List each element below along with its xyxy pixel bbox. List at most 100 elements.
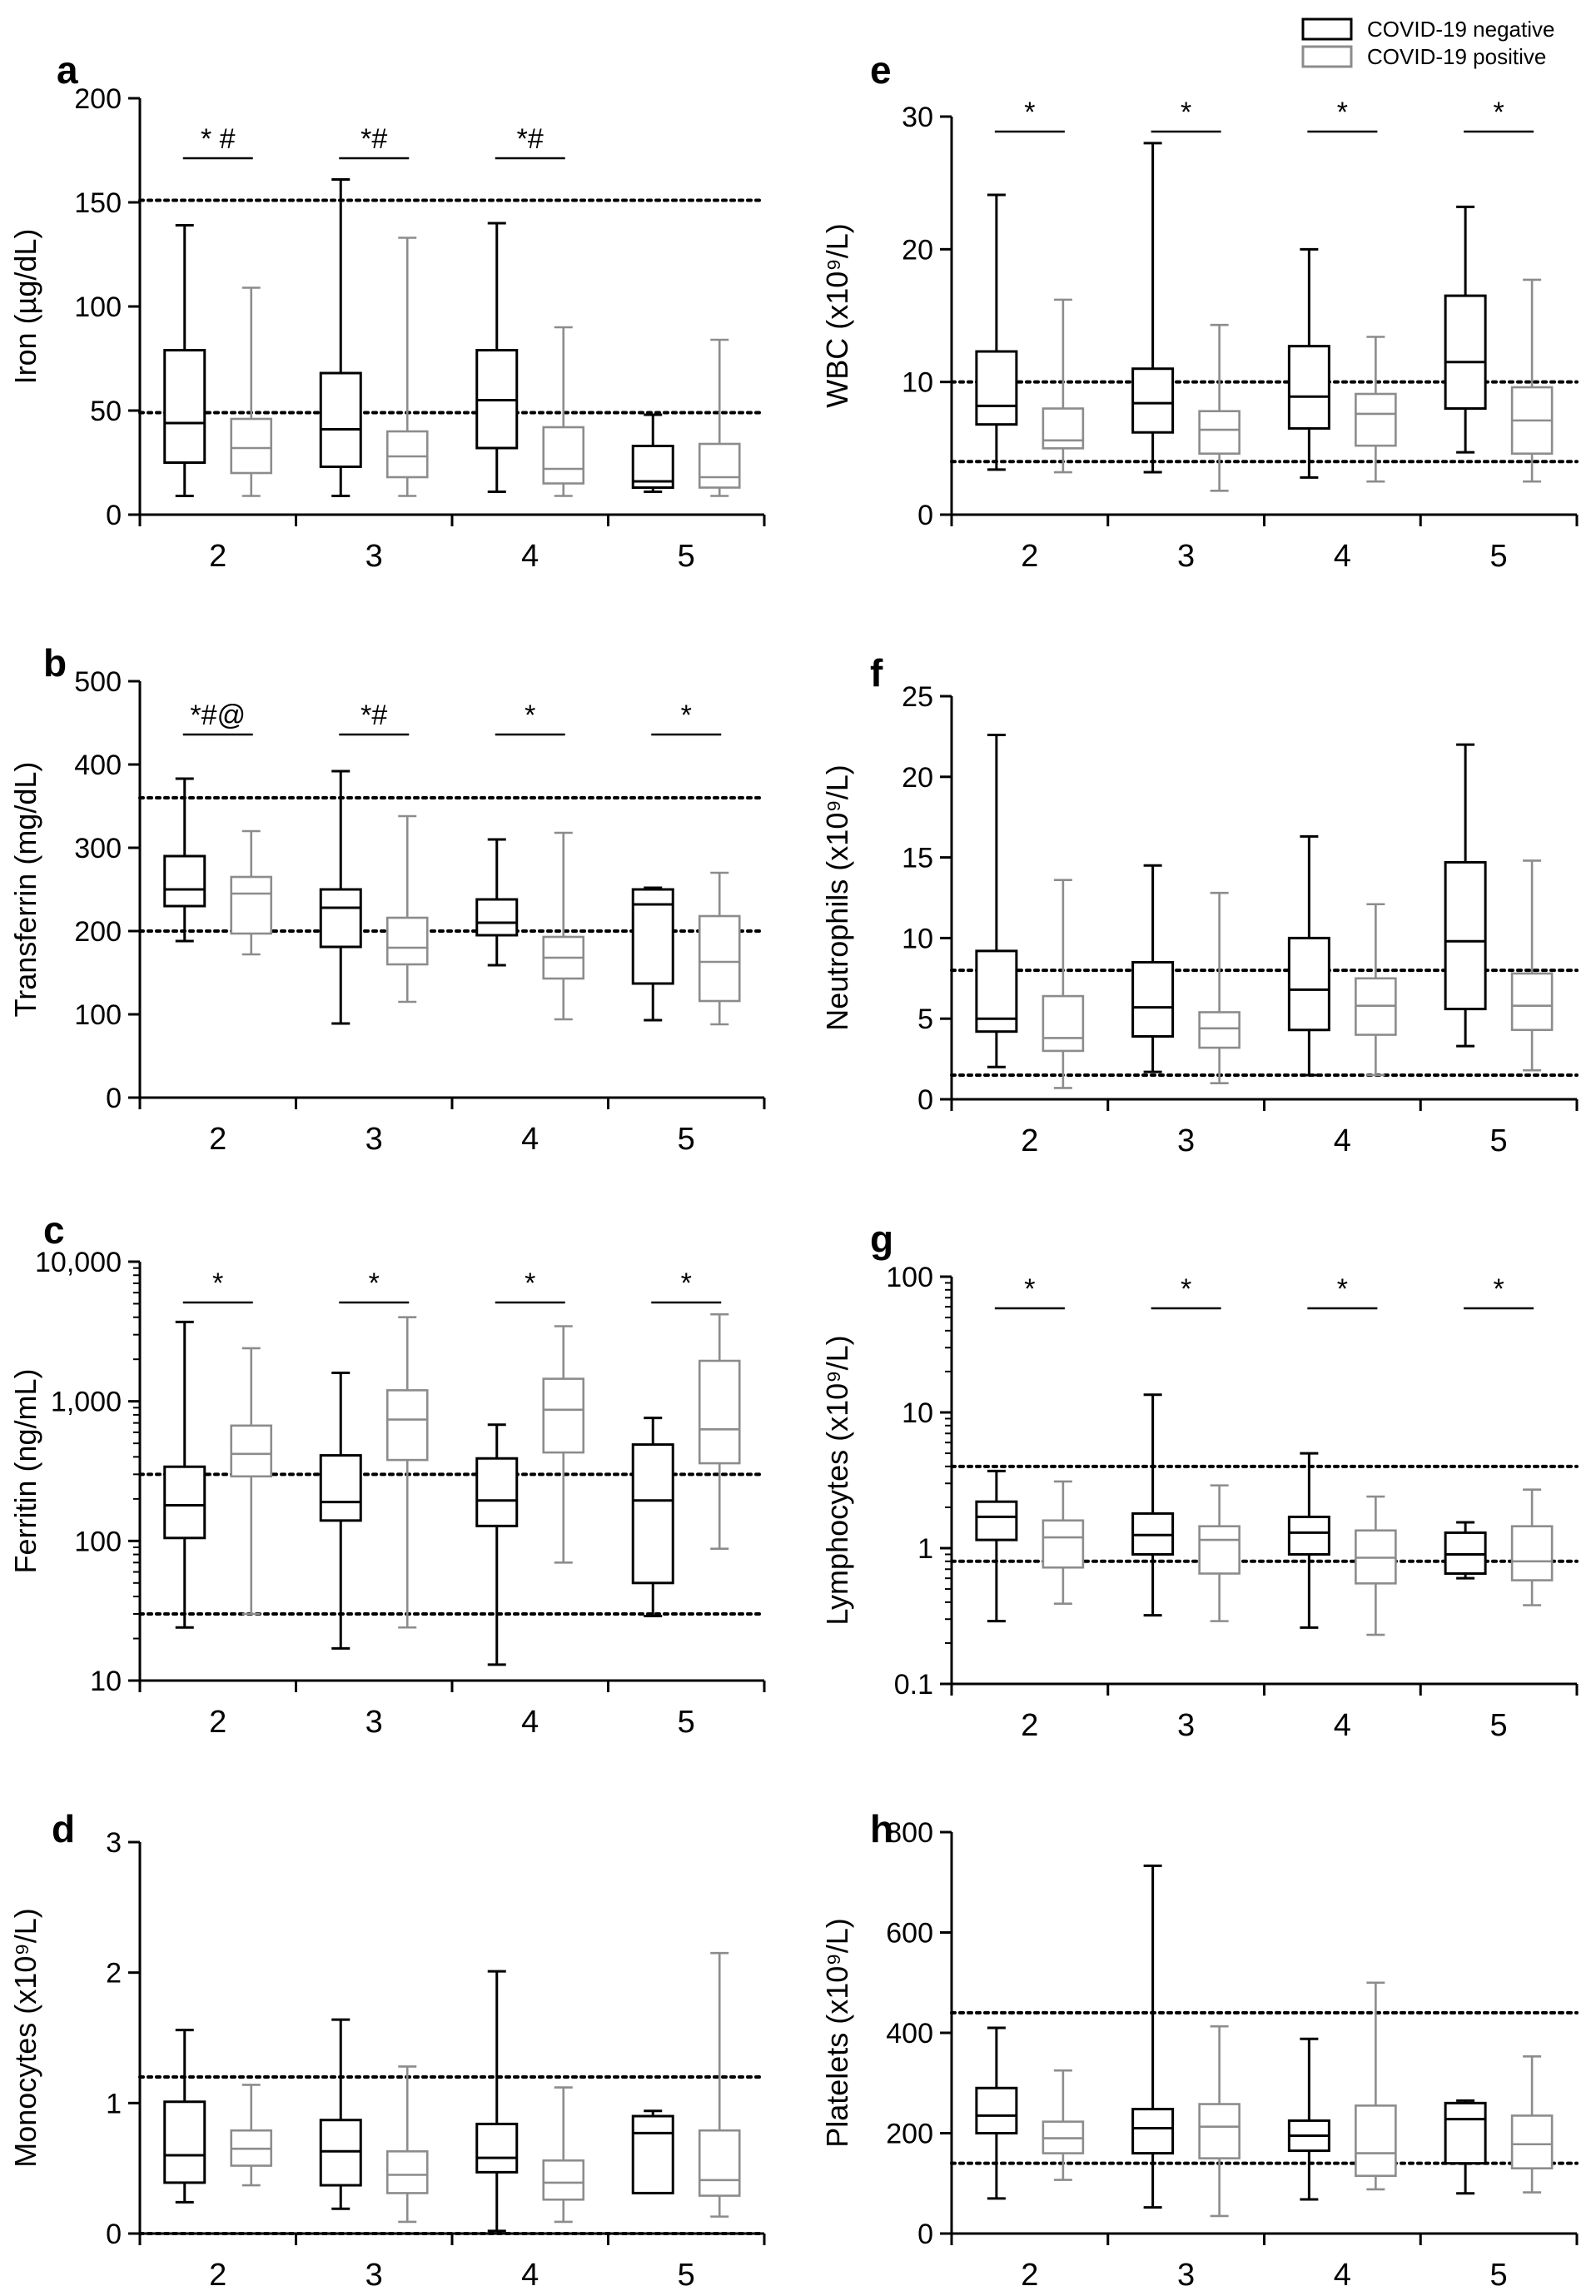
y-axis-label: Ferritin (ng/mL) (8, 1368, 42, 1573)
y-tick-label: 0 (917, 500, 933, 531)
box-positive-3 (1200, 2026, 1240, 2216)
box-iqr (231, 1426, 271, 1477)
box-iqr (1133, 369, 1173, 432)
box-positive-5 (1512, 860, 1552, 1070)
panel-letter: f (870, 651, 883, 695)
x-category-label: 5 (678, 1122, 695, 1157)
y-axis-label: Neutrophils (x10⁹/L) (820, 765, 854, 1031)
box-negative-3 (1133, 143, 1173, 472)
x-category-label: 2 (209, 2258, 226, 2293)
box-iqr (387, 1390, 427, 1460)
box-iqr (1289, 938, 1329, 1029)
box-negative-3 (1133, 1395, 1173, 1616)
box-iqr (633, 1445, 673, 1583)
significance-label: *# (517, 123, 544, 155)
y-tick-label: 1 (917, 1533, 933, 1565)
significance-label: * (681, 700, 692, 731)
box-negative-2 (977, 1471, 1017, 1621)
panel-letter: g (870, 1218, 893, 1261)
legend-label-positive: COVID-19 positive (1367, 44, 1546, 69)
significance-label: * (1337, 1273, 1348, 1305)
box-iqr (544, 2160, 584, 2199)
x-category-label: 5 (1490, 539, 1508, 574)
box-iqr (699, 916, 739, 1001)
x-category-label: 4 (1334, 539, 1351, 574)
box-positive-3 (1200, 893, 1240, 1083)
panel-g: g Lymphocytes (x10⁹/L) 0.1 1 10 100 2 3 4 5 * * * * (820, 1218, 1577, 1743)
y-tick-label: 800 (886, 1817, 933, 1849)
y-axis-label: Lymphocytes (x10⁹/L) (820, 1335, 854, 1625)
box-iqr (1200, 2104, 1240, 2159)
y-tick-label: 400 (74, 750, 122, 781)
box-positive-2 (231, 2084, 271, 2185)
box-negative-4 (477, 1425, 517, 1665)
legend: COVID-19 negative COVID-19 positive (1303, 17, 1554, 69)
y-tick-label: 200 (74, 83, 122, 115)
x-category-label: 3 (1177, 1123, 1195, 1158)
box-iqr (1200, 1012, 1240, 1048)
x-category-label: 3 (365, 1705, 383, 1740)
x-category-label: 3 (1177, 1708, 1195, 1743)
y-tick-label: 30 (902, 102, 933, 133)
box-positive-2 (231, 288, 271, 496)
box-negative-3 (321, 771, 360, 1023)
box-positive-3 (387, 1317, 427, 1628)
y-tick-label: 150 (74, 187, 122, 219)
x-category-label: 2 (209, 539, 226, 574)
y-tick-label: 1,000 (51, 1387, 122, 1418)
x-category-label: 4 (1334, 2258, 1351, 2293)
y-tick-label: 25 (902, 681, 933, 713)
x-category-label: 3 (1177, 2258, 1195, 2293)
panel-letter: e (870, 48, 892, 92)
box-negative-4 (1289, 1453, 1329, 1627)
x-category-label: 2 (1021, 539, 1038, 574)
box-iqr (1355, 394, 1395, 446)
box-negative-4 (477, 223, 517, 492)
significance-label: * (1494, 97, 1504, 128)
box-positive-4 (544, 833, 584, 1019)
significance-label: * (525, 1268, 535, 1299)
y-tick-label: 15 (902, 843, 933, 874)
box-positive-5 (1512, 1490, 1552, 1606)
box-positive-3 (387, 816, 427, 1002)
significance-label: * (1024, 97, 1035, 128)
box-positive-4 (544, 2088, 584, 2222)
box-iqr (1200, 411, 1240, 454)
box-negative-5 (633, 888, 673, 1020)
y-tick-label: 2 (106, 1958, 122, 1990)
box-positive-2 (231, 1348, 271, 1614)
panel-a: a Iron (µg/dL) 0 50 100 150 200 2 3 4 5 * # *# *# (8, 48, 764, 574)
box-positive-2 (1043, 1482, 1083, 1604)
box-positive-4 (1355, 1497, 1395, 1635)
x-category-label: 5 (678, 539, 695, 574)
x-category-label: 2 (1021, 2258, 1038, 2293)
box-negative-2 (165, 1322, 205, 1627)
y-tick-label: 500 (74, 666, 122, 698)
box-iqr (1289, 1517, 1329, 1554)
box-iqr (165, 351, 205, 463)
y-tick-label: 10 (90, 1666, 122, 1697)
panel-h: hPlatelets (x10⁹/L)02004006008002 3 4 5 (820, 1807, 1577, 2293)
box-iqr (321, 1456, 360, 1521)
box-iqr (231, 877, 271, 934)
box-negative-4 (1289, 2039, 1329, 2199)
x-category-label: 4 (521, 1122, 539, 1157)
y-tick-label: 0.1 (894, 1669, 933, 1701)
box-iqr (699, 2130, 739, 2195)
box-negative-5 (633, 2111, 673, 2194)
box-negative-4 (477, 839, 517, 965)
significance-label: * (369, 1268, 380, 1299)
x-category-label: 4 (521, 539, 539, 574)
legend-label-negative: COVID-19 negative (1367, 17, 1554, 42)
box-negative-3 (321, 180, 360, 496)
y-axis-label: WBC (x10⁹/L) (820, 223, 854, 407)
box-negative-2 (165, 779, 205, 941)
panel-letter: c (43, 1208, 65, 1252)
panel-letter: b (43, 641, 67, 685)
x-category-label: 4 (521, 1705, 539, 1740)
box-iqr (477, 899, 517, 935)
significance-label: * (525, 700, 535, 731)
box-iqr (1133, 2109, 1173, 2154)
box-negative-5 (1445, 745, 1485, 1046)
y-tick-label: 1 (106, 2088, 122, 2119)
